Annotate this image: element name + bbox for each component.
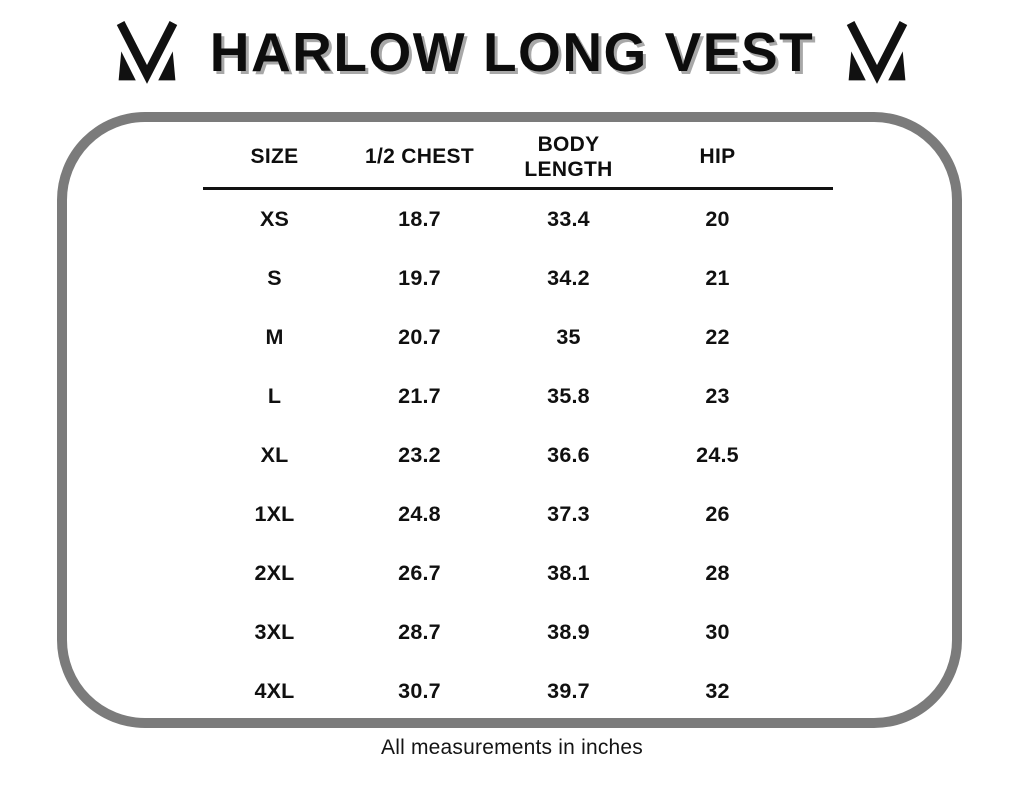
- table-row: M 20.7 35 22: [203, 308, 833, 367]
- table-row: XL 23.2 36.6 24.5: [203, 426, 833, 485]
- column-header-size: SIZE: [203, 144, 346, 169]
- value-cell: 20: [705, 206, 730, 231]
- value-cell: 34.2: [547, 265, 590, 290]
- brand-m-logo-icon: [116, 21, 177, 84]
- table-row: L 21.7 35.8 23: [203, 367, 833, 426]
- value-cell: 24.5: [696, 442, 739, 467]
- table-row: 1XL 24.8 37.3 26: [203, 485, 833, 544]
- size-cell: M: [265, 324, 284, 349]
- size-cell: 3XL: [254, 619, 295, 644]
- header-divider-line: [203, 187, 833, 190]
- header: HARLOW LONG VEST: [0, 8, 1024, 100]
- column-header-hip: HIP: [644, 144, 791, 169]
- column-header-label: BODY LENGTH: [524, 132, 613, 181]
- value-cell: 24.8: [398, 501, 441, 526]
- value-cell: 21.7: [398, 383, 441, 408]
- size-cell: XL: [260, 442, 289, 467]
- size-cell: 4XL: [254, 678, 295, 703]
- column-header-label: 1/2 CHEST: [365, 145, 474, 169]
- table-header-row: SIZE 1/2 CHEST BODY LENGTH HIP: [203, 127, 833, 187]
- brand-m-logo-icon: [847, 21, 908, 84]
- value-cell: 37.3: [547, 501, 590, 526]
- value-cell: 18.7: [398, 206, 441, 231]
- value-cell: 35.8: [547, 383, 590, 408]
- value-cell: 21: [705, 265, 730, 290]
- value-cell: 35: [556, 324, 581, 349]
- value-cell: 30: [705, 619, 730, 644]
- table-body: XS 18.7 33.4 20 S 19.7 34.2 21 M 20.7 35 22 L 21.7 35.…: [203, 190, 833, 721]
- value-cell: 36.6: [547, 442, 590, 467]
- value-cell: 26.7: [398, 560, 441, 585]
- table-row: 2XL 26.7 38.1 28: [203, 544, 833, 603]
- size-table: SIZE 1/2 CHEST BODY LENGTH HIP XS 18.7 33.…: [203, 127, 833, 721]
- value-cell: 23.2: [398, 442, 441, 467]
- table-row: 3XL 28.7 38.9 30: [203, 603, 833, 662]
- measurements-note: All measurements in inches: [381, 736, 643, 759]
- value-cell: 39.7: [547, 678, 590, 703]
- value-cell: 38.9: [547, 619, 590, 644]
- table-row: XS 18.7 33.4 20: [203, 190, 833, 249]
- value-cell: 23: [705, 383, 730, 408]
- value-cell: 19.7: [398, 265, 441, 290]
- value-cell: 38.1: [547, 560, 590, 585]
- page-title: HARLOW LONG VEST: [209, 20, 815, 83]
- value-cell: 20.7: [398, 324, 441, 349]
- value-cell: 28: [705, 560, 730, 585]
- size-cell: L: [267, 383, 282, 408]
- column-header-label: SIZE: [250, 145, 299, 169]
- value-cell: 22: [705, 324, 730, 349]
- value-cell: 26: [705, 501, 730, 526]
- column-header-label: HIP: [699, 145, 736, 169]
- value-cell: 30.7: [398, 678, 441, 703]
- value-cell: 32: [705, 678, 730, 703]
- size-cell: S: [267, 265, 282, 290]
- value-cell: 28.7: [398, 619, 441, 644]
- chart-frame: [57, 112, 962, 728]
- size-cell: 1XL: [254, 501, 295, 526]
- table-row: S 19.7 34.2 21: [203, 249, 833, 308]
- size-cell: 2XL: [254, 560, 295, 585]
- column-header-half-chest: 1/2 CHEST: [346, 144, 493, 169]
- size-cell: XS: [259, 206, 290, 231]
- column-header-body-length: BODY LENGTH: [493, 132, 644, 182]
- table-row: 4XL 30.7 39.7 32: [203, 662, 833, 721]
- value-cell: 33.4: [547, 206, 590, 231]
